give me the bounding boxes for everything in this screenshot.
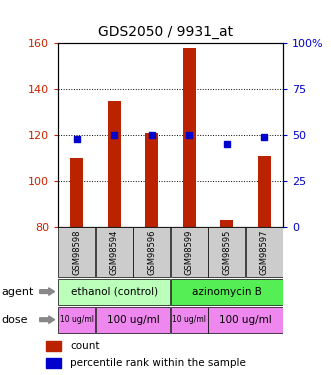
Text: GSM98594: GSM98594: [110, 230, 119, 275]
Text: dose: dose: [2, 315, 28, 325]
Text: percentile rank within the sample: percentile rank within the sample: [71, 358, 246, 368]
Bar: [145, 133, 158, 227]
Bar: [258, 156, 271, 227]
Text: 100 ug/ml: 100 ug/ml: [219, 315, 272, 325]
Text: ethanol (control): ethanol (control): [71, 286, 158, 297]
Bar: [183, 48, 196, 227]
Text: GSM98598: GSM98598: [72, 230, 81, 275]
Bar: [208, 227, 245, 277]
Text: 10 ug/ml: 10 ug/ml: [60, 315, 94, 324]
Text: azinomycin B: azinomycin B: [192, 286, 262, 297]
Bar: [171, 307, 208, 333]
Bar: [58, 279, 170, 304]
Text: 10 ug/ml: 10 ug/ml: [172, 315, 206, 324]
Text: count: count: [71, 340, 100, 351]
Bar: [171, 227, 208, 277]
Text: GSM98595: GSM98595: [222, 230, 231, 275]
Bar: [171, 279, 283, 304]
Bar: [96, 227, 133, 277]
Bar: [108, 100, 121, 227]
Bar: [208, 307, 283, 333]
Bar: [46, 358, 61, 368]
Bar: [246, 227, 283, 277]
Text: GSM98599: GSM98599: [185, 230, 194, 275]
Bar: [46, 340, 61, 351]
Text: GDS2050 / 9931_at: GDS2050 / 9931_at: [98, 26, 233, 39]
Bar: [58, 227, 95, 277]
Text: GSM98597: GSM98597: [260, 230, 269, 275]
Bar: [133, 227, 170, 277]
Bar: [70, 158, 83, 227]
Text: 100 ug/ml: 100 ug/ml: [107, 315, 159, 325]
Bar: [220, 220, 233, 227]
Text: agent: agent: [2, 286, 34, 297]
Bar: [96, 307, 170, 333]
Text: GSM98596: GSM98596: [147, 230, 156, 275]
Bar: [58, 307, 95, 333]
